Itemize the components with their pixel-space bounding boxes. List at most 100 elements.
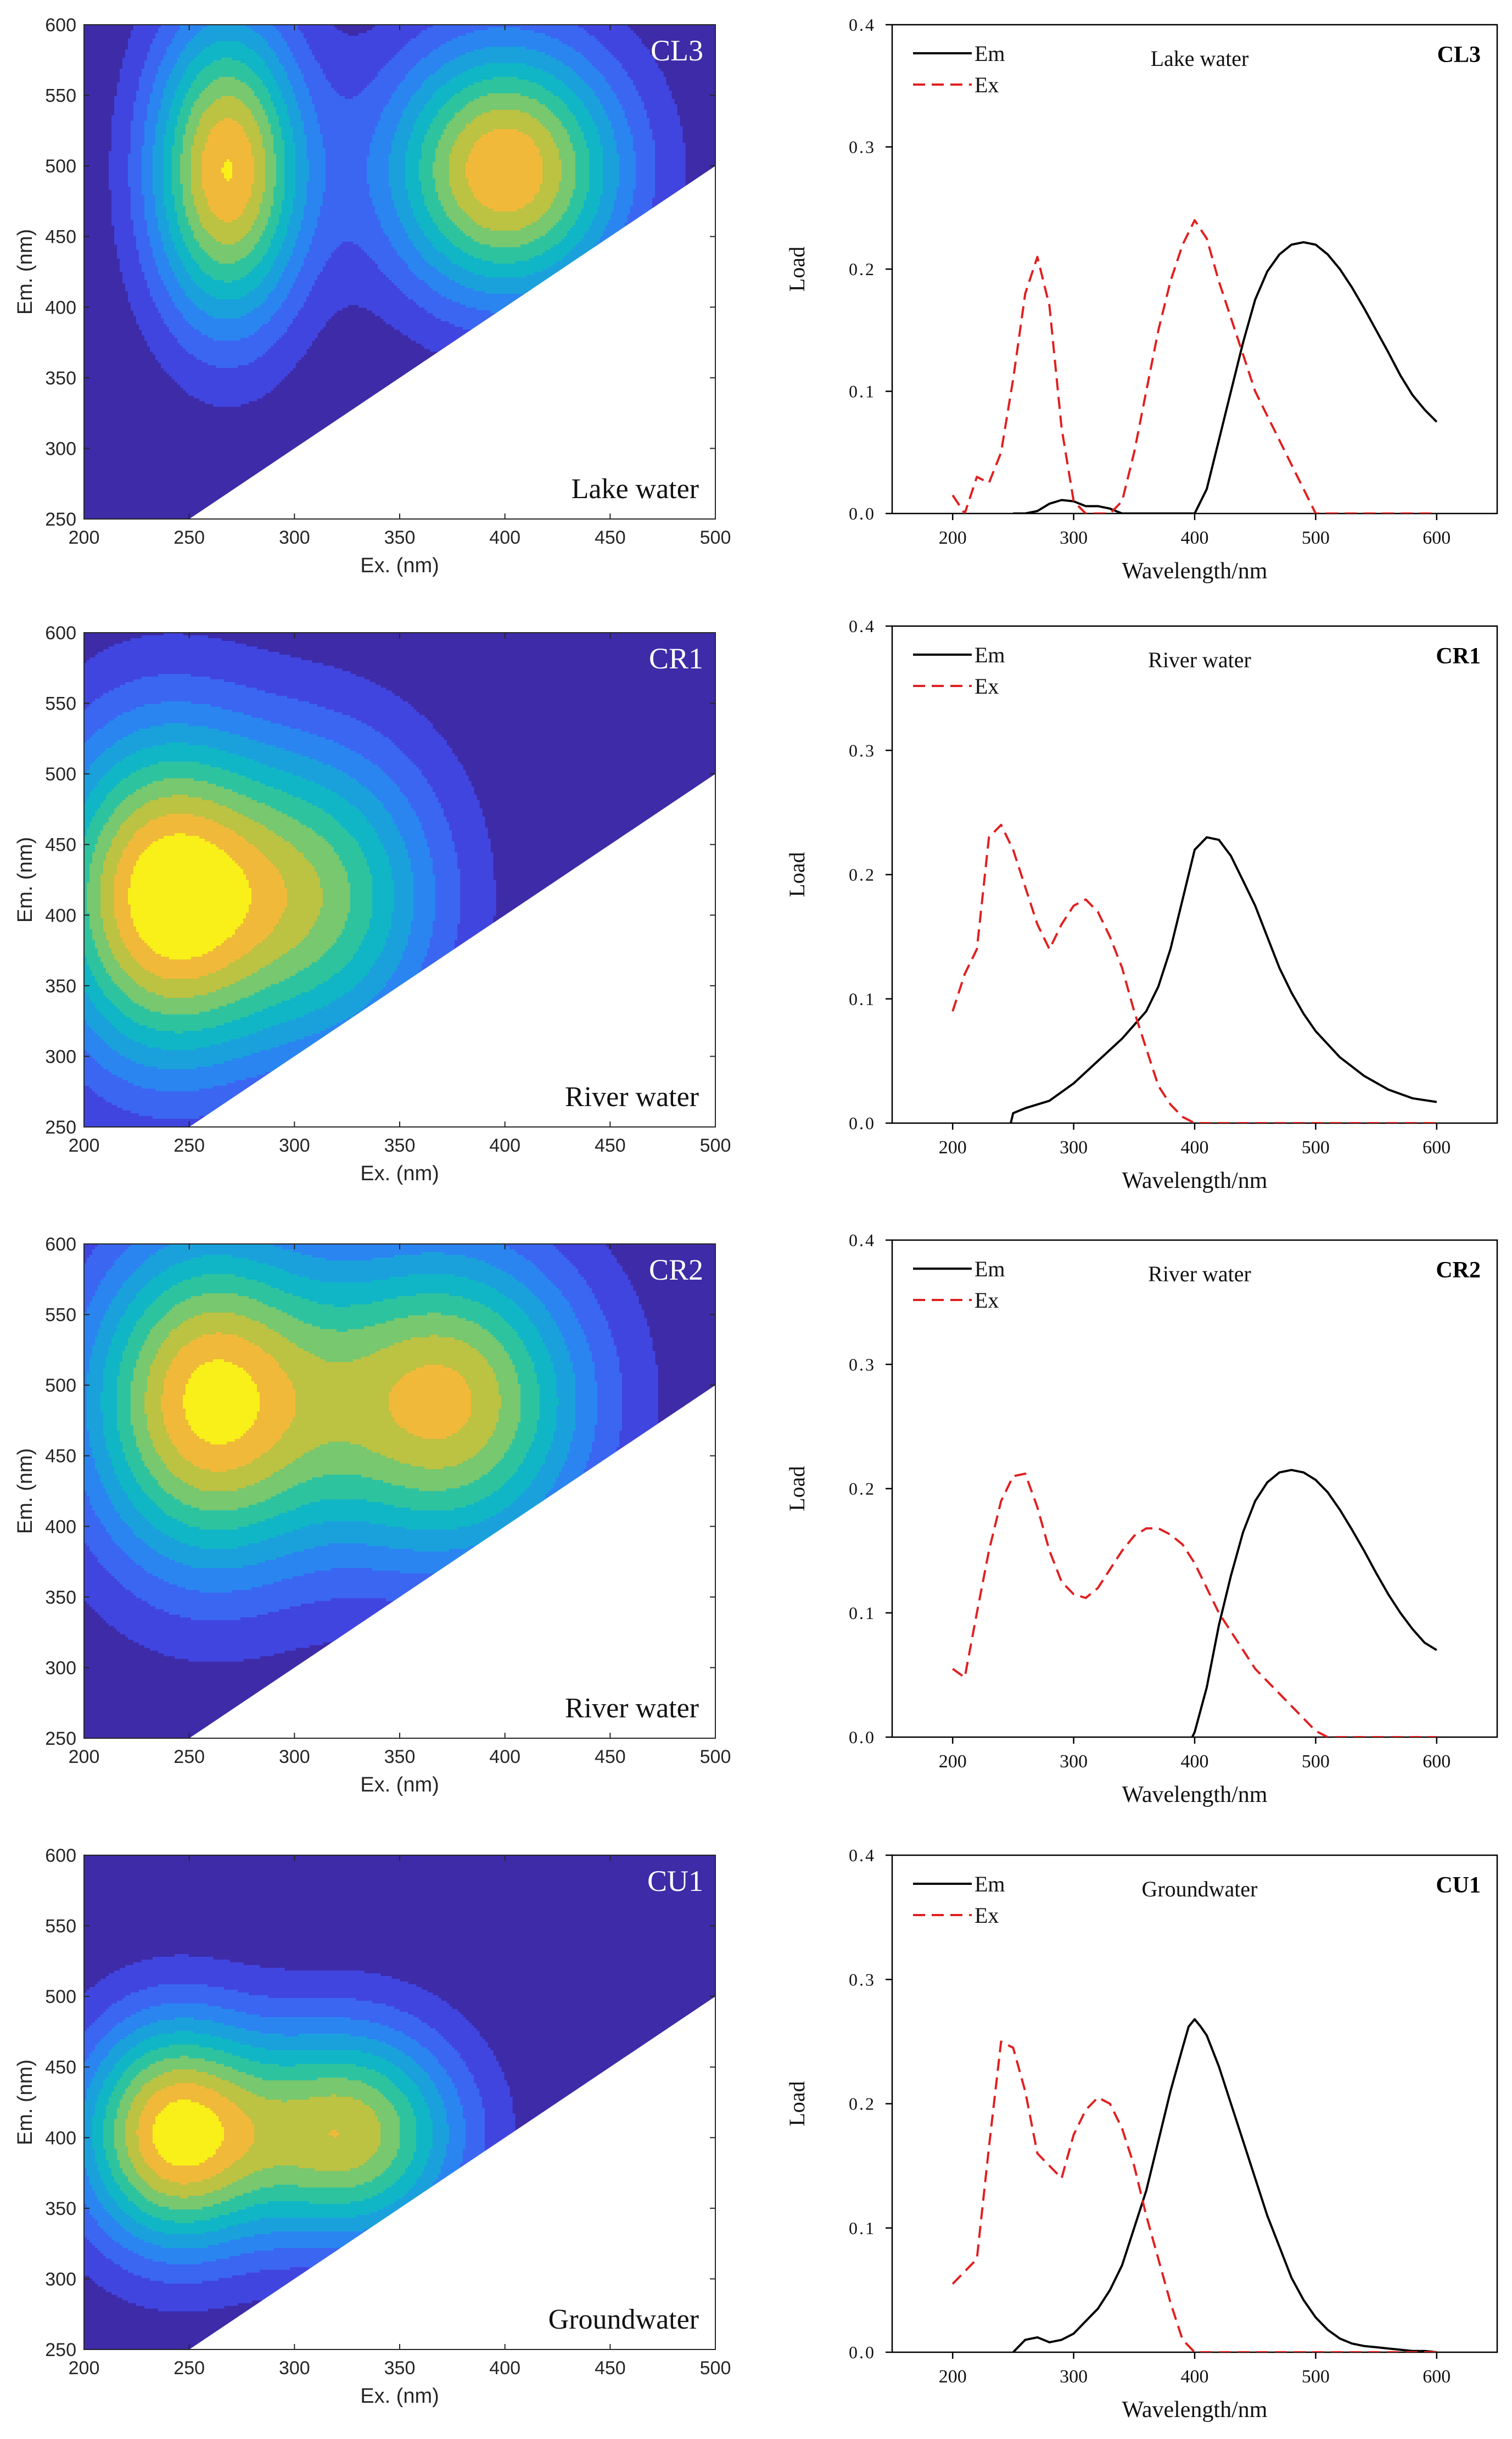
y-tick-label: 0.0 — [849, 2342, 876, 2362]
panel-title: Groundwater — [1141, 1877, 1257, 1901]
x-tick-label: 300 — [279, 1746, 310, 1767]
loading-plot-cu1: 200 300 400 500 600 0.0 0.1 0.2 0.3 0.4 Wavelength… — [785, 1845, 1498, 2423]
component-label: CR1 — [1436, 644, 1481, 669]
y-tick-label: 250 — [45, 1728, 76, 1749]
y-tick-label: 550 — [45, 86, 76, 107]
legend-label-em: Em — [975, 643, 1005, 667]
x-axis-label: Wavelength/nm — [1122, 1168, 1268, 1193]
y-tick-label: 300 — [45, 1046, 76, 1067]
y-tick-label: 450 — [45, 227, 76, 248]
component-label: CL3 — [651, 34, 703, 67]
x-tick-label: 500 — [1302, 1751, 1330, 1772]
y-axis-label: Em. (nm) — [14, 1448, 37, 1534]
x-tick-label: 400 — [489, 1746, 520, 1767]
y-tick-label: 0.0 — [849, 1113, 876, 1133]
y-tick-label: 500 — [45, 764, 76, 785]
loading-plot-cl3: 200 300 400 500 600 0.0 0.1 0.2 0.3 0.4 Wavelength… — [785, 15, 1498, 584]
component-label: CR2 — [1436, 1258, 1481, 1283]
x-tick-label: 500 — [700, 527, 731, 548]
x-tick-label: 350 — [384, 527, 416, 548]
series-line-ex — [951, 219, 1437, 514]
x-tick-label: 300 — [1060, 528, 1088, 548]
y-tick-label: 250 — [45, 509, 76, 530]
x-tick-label: 200 — [939, 528, 967, 548]
y-tick-label: 350 — [45, 1587, 76, 1608]
x-axis-label: Ex. (nm) — [360, 2385, 439, 2408]
y-tick-label: 300 — [45, 438, 76, 459]
y-tick-label: 500 — [45, 1986, 76, 2007]
x-tick-label: 200 — [939, 1137, 967, 1158]
y-tick-label: 350 — [45, 976, 76, 997]
y-tick-label: 600 — [45, 1845, 76, 1866]
x-tick-label: 500 — [1302, 528, 1330, 548]
y-tick-label: 0.1 — [849, 1603, 876, 1623]
y-tick-label: 0.3 — [849, 1969, 876, 1989]
y-tick-label: 550 — [45, 694, 76, 715]
series-line-ex — [951, 2040, 1437, 2352]
legend-label-ex: Ex — [975, 674, 999, 699]
sample-type-label: River water — [565, 1693, 699, 1724]
x-tick-label: 600 — [1423, 1137, 1451, 1158]
y-tick-label: 600 — [45, 15, 76, 36]
loading-plot-cr1: 200 300 400 500 600 0.0 0.1 0.2 0.3 0.4 Wavelength… — [785, 616, 1498, 1193]
series-line-ex — [951, 824, 1437, 1123]
y-tick-label: 550 — [45, 1305, 76, 1326]
x-tick-label: 300 — [279, 2358, 310, 2379]
y-tick-label: 350 — [45, 368, 76, 389]
plot-frame — [891, 1239, 1498, 1738]
y-axis-label: Load — [785, 852, 809, 897]
x-tick-label: 500 — [700, 2358, 731, 2379]
x-tick-label: 250 — [173, 2358, 205, 2379]
y-tick-label: 0.2 — [849, 865, 876, 885]
x-tick-label: 300 — [279, 527, 310, 548]
sample-type-label: River water — [565, 1081, 699, 1113]
y-tick-label: 500 — [45, 1375, 76, 1396]
legend-label-em: Em — [975, 41, 1005, 66]
x-tick-label: 500 — [700, 1135, 731, 1156]
x-tick-label: 600 — [1423, 528, 1451, 548]
x-tick-label: 500 — [1302, 1137, 1330, 1158]
x-tick-label: 500 — [1302, 2367, 1330, 2387]
y-tick-label: 0.1 — [849, 382, 876, 401]
y-tick-label: 250 — [45, 2340, 76, 2360]
x-tick-label: 200 — [69, 527, 100, 548]
x-tick-label: 300 — [1060, 1137, 1088, 1158]
y-axis-label: Load — [785, 247, 809, 292]
x-tick-label: 200 — [69, 2358, 100, 2379]
y-tick-label: 0.2 — [849, 259, 876, 279]
plot-frame — [891, 625, 1498, 1124]
y-tick-label: 250 — [45, 1117, 76, 1138]
x-tick-label: 300 — [279, 1135, 310, 1156]
series-line-em — [1010, 836, 1437, 1123]
x-tick-label: 400 — [1181, 1137, 1209, 1158]
y-tick-label: 300 — [45, 2269, 76, 2290]
y-tick-label: 400 — [45, 2128, 76, 2148]
panel-title: River water — [1148, 1262, 1251, 1286]
component-label: CL3 — [1437, 42, 1481, 68]
y-axis-label: Em. (nm) — [14, 837, 37, 923]
legend-label-ex: Ex — [975, 1903, 999, 1928]
panel-title: River water — [1148, 648, 1251, 672]
x-tick-label: 450 — [595, 2358, 626, 2379]
y-axis-label: Load — [785, 2081, 809, 2126]
y-tick-label: 0.4 — [849, 616, 876, 636]
y-axis-label: Load — [785, 1466, 809, 1511]
y-tick-label: 0.2 — [849, 1479, 876, 1499]
y-tick-label: 600 — [45, 1234, 76, 1255]
x-tick-label: 300 — [1060, 2367, 1088, 2387]
y-tick-label: 450 — [45, 2057, 76, 2078]
x-tick-label: 450 — [595, 1135, 626, 1156]
y-tick-label: 0.4 — [849, 15, 876, 35]
y-tick-label: 300 — [45, 1657, 76, 1678]
y-tick-label: 450 — [45, 1446, 76, 1467]
rayleigh-scatter-mask — [189, 774, 715, 1127]
x-tick-label: 400 — [1181, 2367, 1209, 2387]
x-tick-label: 350 — [384, 1746, 416, 1767]
x-tick-label: 250 — [173, 527, 205, 548]
y-tick-label: 350 — [45, 2198, 76, 2219]
y-tick-label: 0.1 — [849, 989, 876, 1009]
series-line-ex — [952, 1472, 1437, 1737]
y-tick-label: 0.3 — [849, 137, 876, 157]
y-tick-label: 500 — [45, 156, 76, 177]
